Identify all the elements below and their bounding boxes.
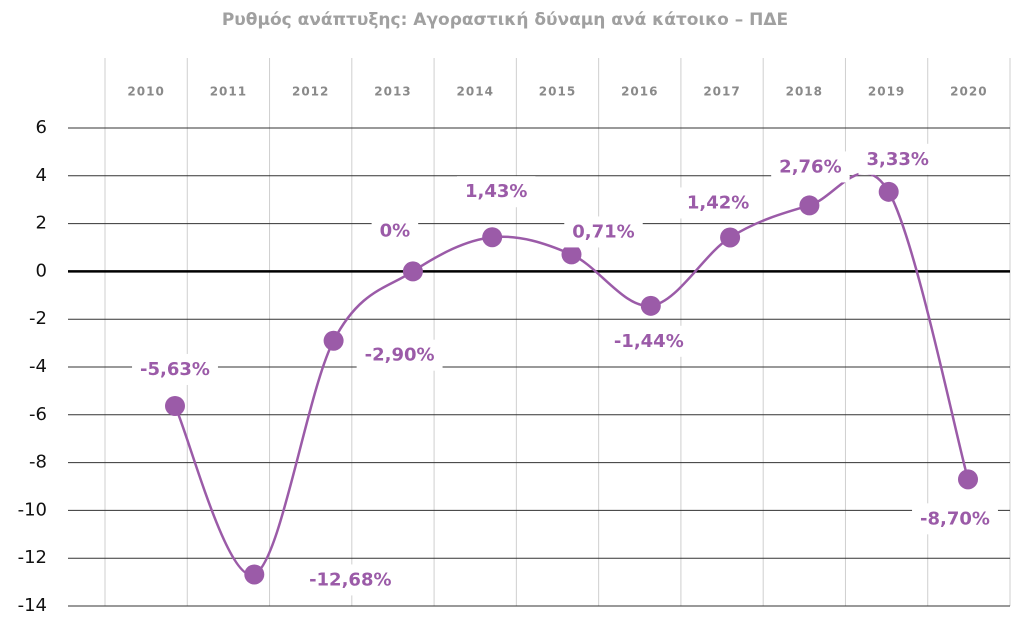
value-label: 0,71% <box>572 221 634 242</box>
y-tick-label: -4 <box>29 356 47 377</box>
y-tick-label: 6 <box>36 117 47 138</box>
label-background <box>356 339 443 371</box>
label-background <box>456 176 536 208</box>
x-tick-label: 2019 <box>868 85 905 99</box>
label-background <box>912 503 998 535</box>
y-tick-label: -8 <box>29 452 47 473</box>
x-tick-label: 2013 <box>374 85 411 99</box>
chart-title: Ρυθμός ανάπτυξης: Αγοραστική δύναμη ανά … <box>222 10 788 30</box>
value-label: 3,33% <box>866 149 928 170</box>
x-tick-label: 2012 <box>292 85 329 99</box>
value-label: 1,42% <box>687 192 749 213</box>
point <box>958 469 978 490</box>
x-tick-label: 2020 <box>950 85 987 99</box>
point <box>323 330 344 351</box>
point <box>244 564 265 585</box>
point <box>878 181 899 202</box>
y-tick-label: -14 <box>18 595 47 616</box>
point <box>402 261 423 282</box>
y-tick-label: -2 <box>29 308 47 329</box>
label-background <box>371 215 419 247</box>
value-label: 1,43% <box>465 181 527 202</box>
y-tick-label: -6 <box>29 404 47 425</box>
value-label: -5,63% <box>140 359 210 380</box>
label-background <box>564 216 643 248</box>
y-tick-label: 2 <box>36 213 47 234</box>
label-background <box>858 143 937 175</box>
y-tick-label: 0 <box>36 260 47 281</box>
x-tick-label: 2018 <box>786 85 823 99</box>
x-tick-label: 2017 <box>703 85 740 99</box>
value-label: -2,90% <box>365 345 435 366</box>
x-tick-label: 2010 <box>127 85 164 99</box>
y-tick-label: -10 <box>18 499 47 520</box>
label-background <box>132 353 218 385</box>
y-tick-label: 4 <box>36 165 47 186</box>
label-background <box>301 564 400 596</box>
x-tick-label: 2011 <box>210 85 247 99</box>
point <box>482 227 503 248</box>
value-label: -1,44% <box>614 331 684 352</box>
point <box>561 244 582 265</box>
point <box>640 295 661 316</box>
value-label: -8,70% <box>920 508 990 529</box>
x-tick-label: 2014 <box>457 85 494 99</box>
x-tick-label: 2016 <box>621 85 658 99</box>
y-tick-label: -12 <box>18 547 47 568</box>
x-tick-label: 2015 <box>539 85 576 99</box>
label-background <box>771 151 850 183</box>
label-background <box>605 325 692 357</box>
value-label: 2,76% <box>779 156 841 177</box>
value-label: 0% <box>380 220 411 241</box>
label-background <box>678 187 758 219</box>
point <box>165 395 185 416</box>
point <box>799 195 820 216</box>
value-label: -12,68% <box>309 569 391 590</box>
point <box>720 227 741 248</box>
